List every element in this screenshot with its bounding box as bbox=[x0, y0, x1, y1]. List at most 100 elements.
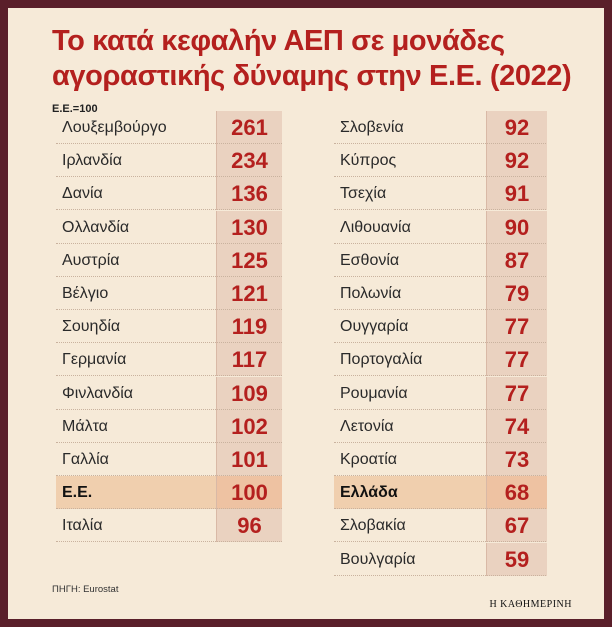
country-value: 109 bbox=[216, 376, 282, 410]
country-value: 234 bbox=[216, 144, 282, 178]
country-name: Δανία bbox=[62, 185, 103, 203]
country-name: Ε.Ε. bbox=[62, 484, 93, 502]
row-divider bbox=[334, 375, 546, 377]
country-name: Αυστρία bbox=[62, 251, 120, 269]
country-value: 100 bbox=[216, 476, 282, 510]
country-name: Ολλανδία bbox=[62, 218, 130, 236]
country-name: Κύπρος bbox=[340, 152, 397, 170]
row-divider bbox=[56, 176, 282, 178]
country-value: 101 bbox=[216, 443, 282, 476]
row-divider bbox=[334, 508, 546, 510]
title-line-2: αγοραστικής δύναμης στην Ε.Ε. (2022) bbox=[52, 60, 572, 92]
table-row: Πορτογαλία 77 bbox=[334, 343, 547, 377]
table-row: Ιρλανδία 234 bbox=[56, 144, 282, 178]
country-value: 79 bbox=[486, 277, 547, 310]
row-divider bbox=[56, 508, 282, 510]
row-divider bbox=[56, 375, 282, 377]
country-name: Ιρλανδία bbox=[62, 152, 122, 170]
country-name: Πολωνία bbox=[340, 285, 402, 302]
country-value: 87 bbox=[486, 243, 547, 277]
country-name: Ουγγαρία bbox=[340, 318, 409, 336]
table-row: Βέλγιο 121 bbox=[56, 277, 282, 310]
country-value: 77 bbox=[486, 343, 547, 377]
row-divider bbox=[334, 441, 546, 443]
table-row: Αυστρία 125 bbox=[56, 243, 282, 277]
row-divider bbox=[334, 541, 546, 543]
country-name: Φινλανδία bbox=[62, 384, 134, 402]
country-value: 119 bbox=[216, 310, 282, 344]
row-divider bbox=[334, 408, 546, 410]
index-note: Ε.Ε.=100 bbox=[52, 103, 98, 115]
table-row: Γερμανία 117 bbox=[56, 343, 282, 377]
country-name: Ρουμανία bbox=[340, 384, 408, 402]
chart-title: Το κατά κεφαλήν ΑΕΠ σε μονάδες αγοραστικ… bbox=[52, 24, 592, 94]
country-value: 73 bbox=[486, 443, 547, 476]
row-divider bbox=[334, 309, 546, 310]
row-divider bbox=[334, 143, 546, 144]
row-divider bbox=[56, 209, 282, 211]
table-row: Μάλτα 102 bbox=[56, 409, 282, 443]
country-name: Βουλγαρία bbox=[340, 550, 416, 568]
country-name: Βέλγιο bbox=[62, 285, 109, 302]
country-value: 59 bbox=[486, 542, 547, 576]
country-value: 96 bbox=[216, 509, 282, 543]
country-name: Λετονία bbox=[340, 417, 394, 435]
country-value: 91 bbox=[486, 177, 547, 211]
row-divider bbox=[334, 209, 546, 211]
country-value: 68 bbox=[486, 476, 547, 510]
table-row: Ιταλία 96 bbox=[56, 509, 282, 543]
row-divider bbox=[56, 342, 282, 344]
table-row: Δανία 136 bbox=[56, 177, 282, 211]
country-value: 102 bbox=[216, 409, 282, 443]
country-name: Γαλλία bbox=[62, 451, 109, 468]
row-divider bbox=[56, 541, 282, 543]
country-value: 130 bbox=[216, 210, 282, 244]
table-row: Ε.Ε. 100 bbox=[56, 476, 282, 510]
table-row: Βουλγαρία 59 bbox=[334, 542, 547, 576]
country-value: 92 bbox=[486, 111, 547, 144]
country-value: 90 bbox=[486, 210, 547, 244]
row-divider bbox=[334, 574, 546, 576]
country-name: Σουηδία bbox=[62, 318, 121, 336]
country-name: Τσεχία bbox=[340, 185, 387, 203]
table-row: Σλοβακία 67 bbox=[334, 509, 547, 543]
row-divider bbox=[56, 441, 282, 443]
country-value: 136 bbox=[216, 177, 282, 211]
table-row: Σλοβενία 92 bbox=[334, 111, 547, 144]
country-name: Πορτογαλία bbox=[340, 351, 423, 369]
row-divider bbox=[334, 342, 546, 344]
row-divider bbox=[56, 408, 282, 410]
country-value: 74 bbox=[486, 409, 547, 443]
country-name: Σλοβακία bbox=[340, 517, 406, 535]
title-line-1: Το κατά κεφαλήν ΑΕΠ σε μονάδες bbox=[52, 25, 505, 57]
table-row: Φινλανδία 109 bbox=[56, 376, 282, 410]
table-row: Εσθονία 87 bbox=[334, 243, 547, 277]
country-name: Λιθουανία bbox=[340, 218, 411, 236]
country-value: 67 bbox=[486, 509, 547, 543]
country-value: 261 bbox=[216, 111, 282, 144]
country-name: Σλοβενία bbox=[340, 119, 404, 136]
country-value: 92 bbox=[486, 144, 547, 178]
country-name: Κροατία bbox=[340, 451, 398, 468]
table-row: Γαλλία 101 bbox=[56, 443, 282, 476]
country-value: 125 bbox=[216, 243, 282, 277]
row-divider bbox=[56, 143, 282, 144]
table-row: Σουηδία 119 bbox=[56, 310, 282, 344]
country-name: Ιταλία bbox=[62, 517, 103, 535]
row-divider bbox=[56, 309, 282, 310]
table-row: Ουγγαρία 77 bbox=[334, 310, 547, 344]
country-value: 77 bbox=[486, 310, 547, 344]
table-row: Κροατία 73 bbox=[334, 443, 547, 476]
country-name: Ελλάδα bbox=[340, 484, 398, 502]
table-row: Ελλάδα 68 bbox=[334, 476, 547, 510]
brand-logo: Η ΚΑΘΗΜΕΡΙΝΗ bbox=[489, 599, 572, 610]
country-value: 121 bbox=[216, 277, 282, 310]
country-name: Εσθονία bbox=[340, 251, 400, 269]
row-divider bbox=[334, 242, 546, 244]
table-row: Λετονία 74 bbox=[334, 409, 547, 443]
country-name: Γερμανία bbox=[62, 351, 127, 369]
row-divider bbox=[334, 275, 546, 277]
table-row: Λουξεμβούργο 261 bbox=[56, 111, 282, 144]
row-divider bbox=[334, 475, 546, 476]
row-divider bbox=[56, 275, 282, 277]
